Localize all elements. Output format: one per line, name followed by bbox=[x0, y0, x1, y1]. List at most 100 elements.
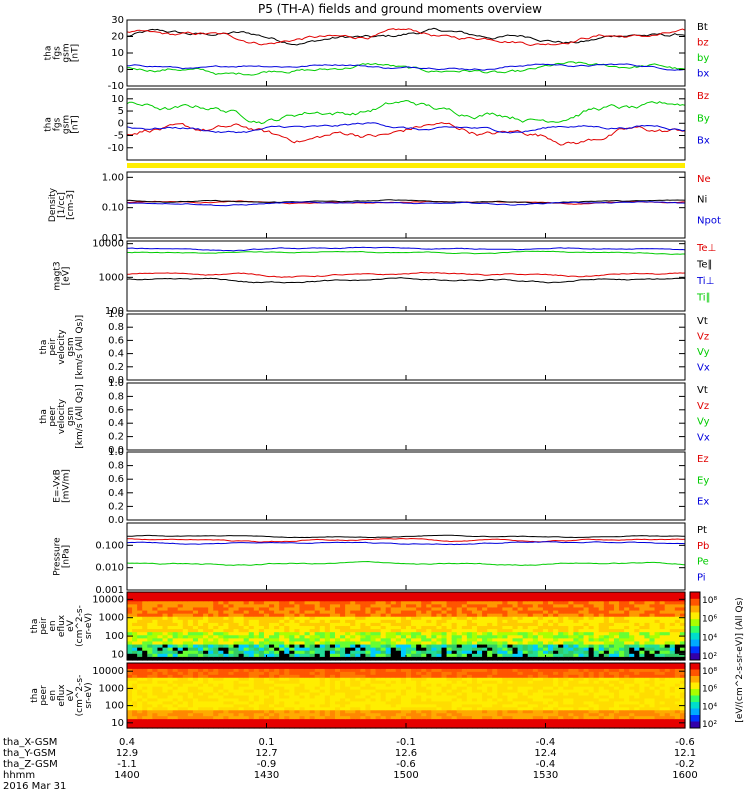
spectrogram-cell bbox=[274, 692, 280, 697]
spectrogram-cell bbox=[411, 629, 417, 633]
spectrogram-cell bbox=[350, 698, 356, 702]
spectrogram-cell bbox=[334, 653, 341, 658]
spectrogram-cell bbox=[654, 616, 661, 621]
spectrogram-cell bbox=[162, 632, 169, 636]
spectrogram-cell bbox=[441, 619, 448, 624]
spectrogram-cell bbox=[441, 674, 448, 679]
spectrogram-cell bbox=[456, 716, 463, 720]
spectrogram-cell bbox=[324, 701, 331, 705]
spectrogram-cell bbox=[446, 710, 453, 714]
spectrogram-cell bbox=[294, 695, 301, 700]
spectrogram-cell bbox=[431, 668, 438, 673]
spectrogram-cell bbox=[177, 641, 184, 646]
spectrogram-cell bbox=[314, 663, 321, 667]
spectrogram-cell bbox=[583, 610, 590, 615]
spectrogram-cell bbox=[152, 665, 159, 670]
spectrogram-cell bbox=[542, 707, 549, 711]
spectrogram-cell bbox=[223, 622, 230, 627]
spectrogram-cell bbox=[477, 692, 483, 697]
spectrogram-cell bbox=[162, 607, 169, 612]
spectrogram-cell bbox=[517, 668, 524, 673]
spectrogram-cell bbox=[421, 695, 427, 700]
spectrogram-cell bbox=[198, 674, 204, 679]
spectrogram-cell bbox=[142, 598, 148, 602]
spectrogram-cell bbox=[679, 638, 686, 643]
spectrogram-cell bbox=[203, 701, 209, 705]
spectrogram-cell bbox=[634, 641, 640, 646]
spectrogram-cell bbox=[644, 710, 651, 714]
spectrogram-cell bbox=[147, 644, 153, 649]
spectrogram-cell bbox=[350, 722, 356, 726]
spectrogram-cell bbox=[289, 707, 295, 711]
spectrogram-cell bbox=[431, 653, 438, 658]
spectrogram-cell bbox=[669, 601, 676, 605]
spectrogram-cell bbox=[482, 677, 488, 682]
series-line-Ti∥ bbox=[126, 250, 685, 255]
spectrogram-cell bbox=[375, 713, 382, 717]
spectrogram-cell bbox=[248, 647, 255, 652]
spectrogram-cell bbox=[340, 716, 346, 720]
spectrogram-cell bbox=[228, 632, 235, 636]
spectrogram-cell bbox=[218, 722, 224, 726]
spectrogram-cell bbox=[213, 619, 219, 624]
spectrogram-cell bbox=[522, 668, 529, 673]
spectrogram-cell bbox=[192, 707, 199, 711]
spectrogram-cell bbox=[624, 713, 630, 717]
spectrogram-cell bbox=[127, 653, 133, 658]
spectrogram-cell bbox=[319, 677, 326, 682]
spectrogram-cell bbox=[248, 598, 255, 602]
spectrogram-cell bbox=[238, 701, 245, 705]
spectrogram-cell bbox=[279, 632, 285, 636]
spectrogram-cell bbox=[269, 692, 275, 697]
y-tick-label: 20 bbox=[111, 32, 124, 43]
spectrogram-cell bbox=[553, 610, 559, 615]
spectrogram-cell bbox=[162, 719, 169, 723]
spectrogram-cell bbox=[329, 701, 336, 705]
spectrogram-cell bbox=[228, 663, 235, 667]
spectrogram-cell bbox=[522, 601, 529, 605]
spectrogram-cell bbox=[355, 647, 361, 652]
spectrogram-cell bbox=[634, 692, 640, 697]
spectrogram-cell bbox=[608, 695, 615, 700]
spectrogram-cell bbox=[477, 607, 483, 612]
spectrogram-cell bbox=[137, 610, 143, 615]
spectrogram-cell bbox=[568, 701, 574, 705]
spectrogram-cell bbox=[223, 713, 230, 717]
spectrogram-cell bbox=[213, 716, 219, 720]
spectrogram-cell bbox=[563, 707, 569, 711]
spectrogram-cell bbox=[208, 644, 214, 649]
spectrogram-cell bbox=[613, 604, 620, 609]
spectrogram-cell bbox=[253, 668, 260, 673]
spectrogram-cell bbox=[634, 622, 640, 627]
spectrogram-cell bbox=[568, 592, 574, 596]
spectrogram-cell bbox=[532, 665, 539, 670]
spectrogram-cell bbox=[355, 653, 361, 658]
spectrogram-cell bbox=[502, 689, 509, 694]
spectrogram-cell bbox=[451, 663, 458, 667]
spectrogram-cell bbox=[132, 701, 138, 705]
spectrogram-cell bbox=[466, 592, 473, 596]
spectrogram-cell bbox=[279, 701, 285, 705]
spectrogram-cell bbox=[659, 619, 666, 624]
spectrogram-cell bbox=[142, 674, 148, 679]
spectrogram-cell bbox=[492, 665, 498, 670]
spectrogram-cell bbox=[517, 644, 524, 649]
spectrogram-cell bbox=[324, 653, 331, 658]
spectrogram-cell bbox=[390, 689, 397, 694]
spectrogram-cell bbox=[608, 710, 615, 714]
spectrogram-cell bbox=[355, 635, 361, 639]
spectrogram-cell bbox=[243, 722, 250, 726]
y-axis-label-line: E=-VxB bbox=[53, 469, 63, 503]
panel-frame bbox=[126, 522, 686, 591]
spectrogram-cell bbox=[669, 616, 676, 621]
spectrogram-cell bbox=[654, 695, 661, 700]
spectrogram-cell bbox=[416, 716, 422, 720]
spectrogram-cell bbox=[142, 665, 148, 670]
spectrogram-cell bbox=[669, 604, 676, 609]
spectrogram-cell bbox=[203, 635, 209, 639]
spectrogram-cell bbox=[446, 592, 453, 596]
spectrogram-cell bbox=[309, 598, 316, 602]
spectrogram-cell bbox=[608, 677, 615, 682]
spectrogram-cell bbox=[329, 683, 336, 688]
spectrogram-cell bbox=[294, 613, 301, 618]
